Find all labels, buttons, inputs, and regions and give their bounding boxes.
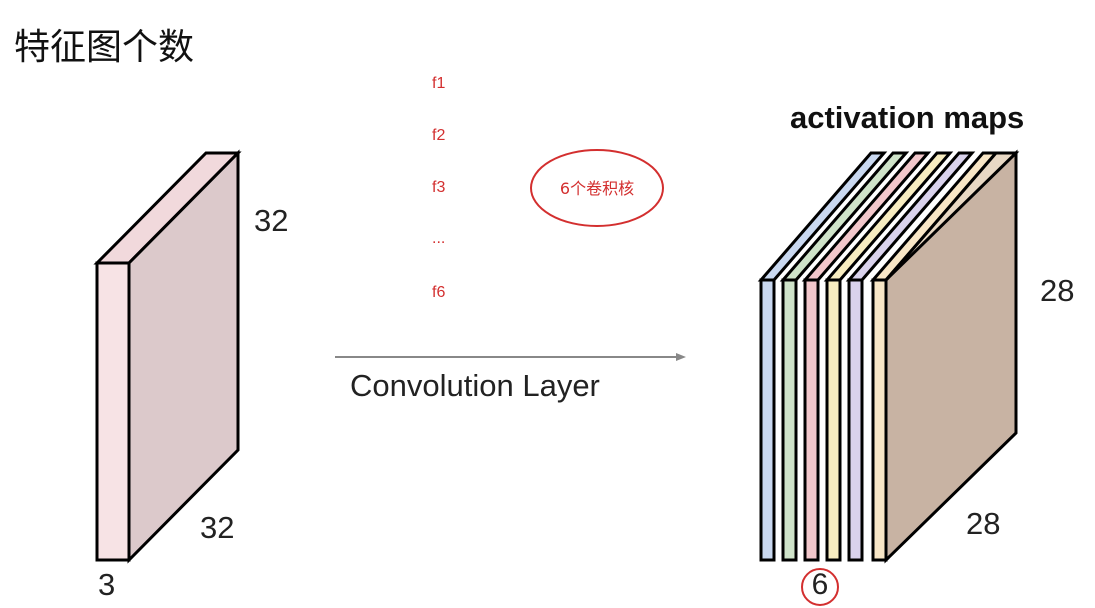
output-height-label: 28 (1040, 273, 1075, 308)
activation-maps-volume (757, 149, 1020, 564)
output-width-label: 28 (966, 506, 1001, 541)
filter-label-f3: f3 (432, 179, 446, 196)
activation-maps-title: activation maps (790, 100, 1025, 135)
convolution-layer-label: Convolution Layer (350, 368, 600, 403)
activation-slice-6 (869, 149, 1020, 564)
input-volume (93, 149, 242, 564)
activation-slice-2 (779, 151, 910, 562)
page-title: 特征图个数 (14, 27, 195, 68)
input-front-face (95, 261, 131, 562)
convolution-arrow (335, 353, 686, 361)
filter-label-ellipsis: ... (432, 230, 446, 247)
filter-label-f2: f2 (432, 127, 446, 144)
input-height-label: 32 (254, 203, 289, 238)
annotation-ellipse (530, 149, 664, 227)
activation-slice-1 (757, 151, 888, 562)
activation-slice-4 (823, 151, 954, 562)
filter-label-f1: f1 (432, 75, 446, 92)
channel-count-circle (801, 568, 839, 606)
input-width-label: 32 (200, 510, 235, 545)
output-channels-label: 6 (811, 568, 829, 601)
annotation-text: 6个卷积核 (559, 179, 635, 198)
activation-slice-3 (801, 151, 932, 562)
activation-slice-5 (845, 151, 976, 562)
filter-label-f6: f6 (432, 284, 446, 301)
input-depth-label: 3 (98, 567, 116, 602)
